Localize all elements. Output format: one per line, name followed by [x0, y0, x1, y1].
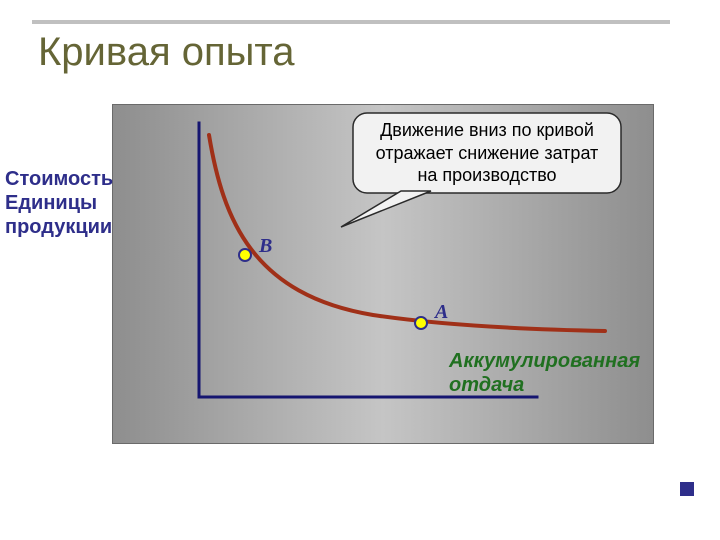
chart-area: Стоимость Единицы продукции Движение вни… [112, 104, 654, 444]
callout-tail [341, 191, 431, 227]
point-b-label: B [259, 235, 272, 258]
point-b-marker [239, 249, 251, 261]
slide-title: Кривая опыта [38, 30, 294, 75]
slide: Кривая опыта Стоимость Единицы продукц [0, 0, 720, 540]
callout-text: Движение вниз по кривой отражает снижени… [353, 119, 621, 187]
callout-line1: Движение вниз по кривой [380, 120, 594, 140]
point-a-label: A [435, 301, 448, 324]
y-axis-label-line1: Стоимость [5, 168, 113, 190]
x-axis-label: Аккумулированная отдача [449, 349, 640, 397]
y-axis-label-line2: Единицы [5, 192, 97, 214]
title-accent-line [32, 20, 670, 24]
y-axis-label-line3: продукции [5, 216, 112, 238]
callout-line3: на производство [417, 165, 556, 185]
point-a-marker [415, 317, 427, 329]
y-axis-label: Стоимость Единицы продукции [5, 167, 115, 239]
x-axis-label-line2: отдача [449, 374, 524, 396]
x-axis-label-line1: Аккумулированная [449, 350, 640, 372]
corner-accent [680, 482, 694, 496]
callout-line2: отражает снижение затрат [376, 143, 599, 163]
